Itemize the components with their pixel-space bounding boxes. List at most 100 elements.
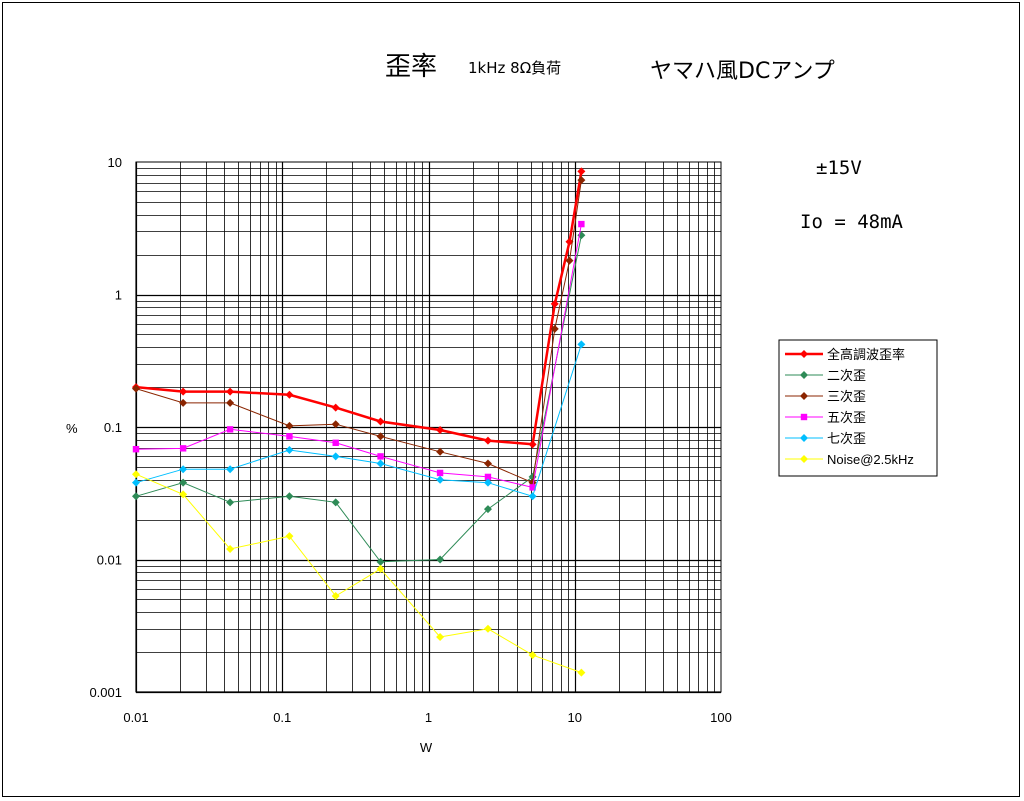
data-point [179, 478, 188, 487]
data-point [483, 436, 492, 445]
data-point [565, 237, 574, 246]
y-tick-label: 1 [115, 288, 122, 303]
data-point [528, 492, 537, 501]
legend-item: 二次歪 [785, 368, 866, 383]
data-point [331, 498, 340, 507]
data-point [376, 459, 385, 468]
x-tick-label: 0.01 [123, 710, 148, 725]
data-point [483, 624, 492, 633]
legend-item: Noise@2.5kHz [785, 452, 914, 467]
data-point [331, 592, 340, 601]
data-point [132, 470, 140, 479]
x-tick-label: 10 [568, 710, 582, 725]
data-point [226, 387, 235, 396]
legend-label: 七次歪 [827, 431, 866, 446]
data-point [285, 421, 294, 430]
data-point [179, 445, 187, 452]
series-line [135, 344, 582, 497]
data-point [800, 350, 808, 358]
series-3 [132, 176, 586, 487]
data-point [483, 505, 492, 514]
data-point [331, 452, 340, 461]
legend-item: 五次歪 [785, 410, 866, 425]
data-point [436, 425, 445, 434]
y-tick-label: 0.1 [104, 420, 122, 435]
series-line [135, 224, 582, 489]
data-point [286, 433, 293, 440]
data-point [484, 473, 492, 481]
series-2 [132, 231, 586, 566]
data-point [528, 440, 537, 449]
data-point [226, 465, 235, 474]
data-point [577, 668, 586, 677]
data-point [226, 498, 235, 507]
chart-title: 歪率 [385, 52, 437, 82]
data-point [285, 532, 294, 541]
y-axis-label: % [66, 421, 78, 436]
data-point [376, 564, 385, 573]
data-point [483, 478, 492, 487]
idle-current-note: Io = 48mA [800, 211, 904, 233]
series-6 [132, 470, 586, 677]
series-5 [132, 340, 586, 501]
data-point [285, 492, 294, 501]
data-point [285, 390, 294, 399]
series-layer [132, 167, 586, 677]
data-point [132, 478, 140, 487]
data-point [483, 459, 492, 468]
series-line [135, 171, 583, 446]
series-line [135, 473, 582, 674]
data-point [285, 446, 294, 455]
supply-voltage-note: ±15V [816, 157, 862, 179]
data-point [436, 447, 445, 456]
data-point [800, 455, 808, 463]
amp-title: ヤマハ風DCアンプ [650, 59, 835, 84]
data-point [577, 340, 586, 349]
data-point [577, 167, 586, 176]
data-point [436, 475, 445, 484]
chart-subtitle: 1kHz 8Ω負荷 [468, 59, 561, 77]
series-line [135, 235, 582, 563]
data-point [376, 432, 385, 441]
data-point [436, 633, 445, 642]
data-point [577, 176, 586, 185]
data-point [529, 484, 536, 491]
series-4 [132, 220, 585, 491]
data-point [578, 220, 585, 228]
data-point [550, 299, 559, 308]
data-point [550, 324, 559, 333]
x-tick-label: 1 [425, 710, 432, 725]
data-point [436, 469, 444, 477]
data-point [565, 256, 574, 265]
data-point [179, 387, 188, 396]
legend-label: 二次歪 [827, 368, 866, 383]
data-point [132, 384, 140, 393]
data-point [800, 392, 808, 400]
legend-label: 全高調波歪率 [827, 347, 905, 362]
data-point [800, 413, 808, 421]
data-point [132, 492, 140, 501]
series-1 [132, 167, 586, 449]
x-tick-label: 0.1 [273, 710, 291, 725]
data-point [226, 545, 235, 554]
data-point [132, 445, 140, 453]
data-point [331, 403, 340, 412]
x-axis-label: W [420, 740, 433, 755]
data-point [528, 651, 537, 660]
plot-grid [135, 161, 722, 694]
data-point [179, 465, 188, 474]
data-point [436, 555, 445, 564]
data-point [226, 426, 234, 433]
data-point [800, 371, 808, 379]
data-point [376, 417, 385, 426]
data-point [226, 398, 235, 407]
legend-item: 全高調波歪率 [785, 347, 905, 362]
y-tick-label: 0.01 [97, 553, 122, 568]
legend-label: Noise@2.5kHz [827, 452, 914, 467]
data-point [332, 439, 339, 446]
data-point [331, 420, 340, 429]
series-line [135, 180, 582, 484]
legend-item: 七次歪 [785, 431, 866, 446]
